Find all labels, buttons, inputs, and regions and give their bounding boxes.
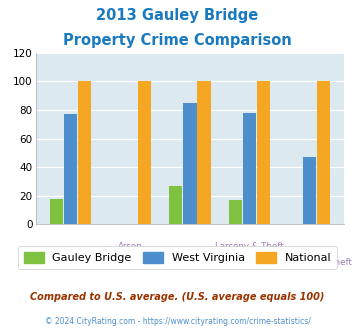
Bar <box>229 200 242 224</box>
Bar <box>317 82 330 224</box>
Bar <box>183 103 197 224</box>
Text: All Property Crime: All Property Crime <box>31 258 109 267</box>
Legend: Gauley Bridge, West Virginia, National: Gauley Bridge, West Virginia, National <box>18 246 337 269</box>
Text: Arson: Arson <box>118 243 142 251</box>
Text: Compared to U.S. average. (U.S. average equals 100): Compared to U.S. average. (U.S. average … <box>30 292 325 302</box>
Bar <box>243 113 256 224</box>
Bar <box>64 114 77 224</box>
Text: Motor Vehicle Theft: Motor Vehicle Theft <box>268 258 351 267</box>
Text: 2013 Gauley Bridge: 2013 Gauley Bridge <box>96 8 259 23</box>
Text: © 2024 CityRating.com - https://www.cityrating.com/crime-statistics/: © 2024 CityRating.com - https://www.city… <box>45 317 310 326</box>
Bar <box>50 199 63 224</box>
Bar <box>303 157 316 224</box>
Bar <box>137 82 151 224</box>
Bar <box>257 82 271 224</box>
Bar <box>197 82 211 224</box>
Text: Property Crime Comparison: Property Crime Comparison <box>63 33 292 48</box>
Bar <box>78 82 91 224</box>
Text: Burglary: Burglary <box>171 258 208 267</box>
Bar <box>169 186 182 224</box>
Text: Larceny & Theft: Larceny & Theft <box>215 243 284 251</box>
